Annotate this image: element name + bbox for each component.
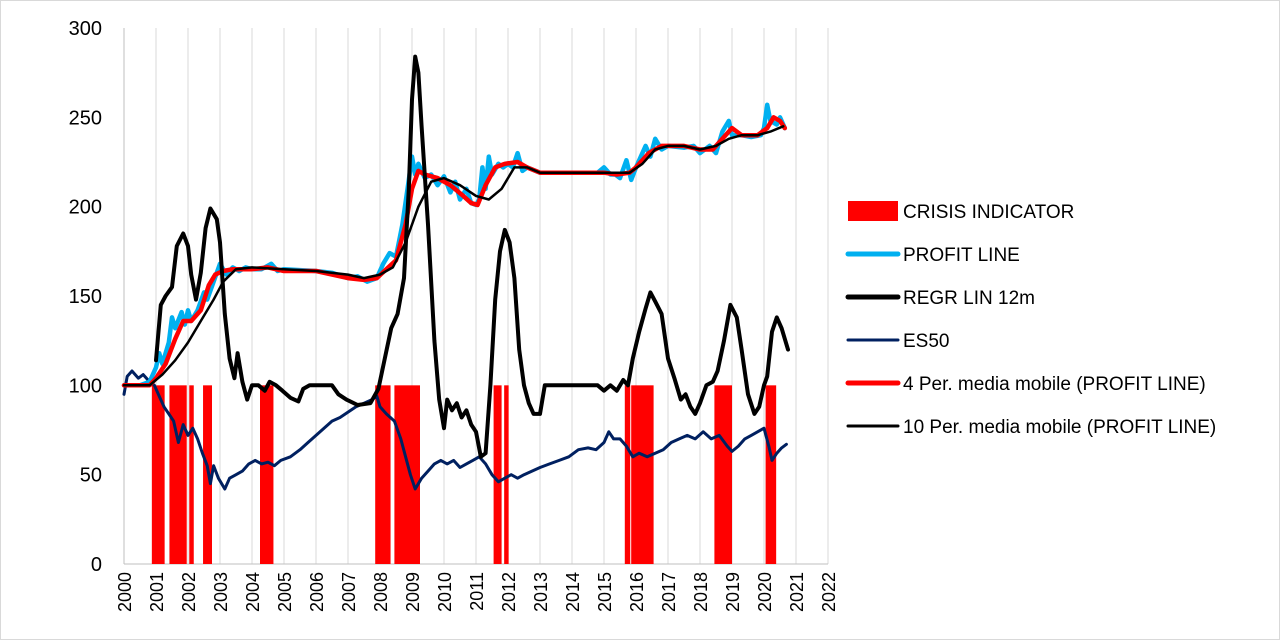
x-tick-label: 2005 <box>275 572 295 612</box>
y-axis-ticks: 0 50 100 150 200 250 300 <box>69 18 102 576</box>
legend-swatch-crisis <box>848 201 898 221</box>
legend: CRISIS INDICATOR PROFIT LINE REGR LIN 12m E… <box>845 201 1216 438</box>
x-tick-label: 2006 <box>307 572 327 612</box>
y-tick-label: 150 <box>69 286 102 308</box>
x-tick-label: 2014 <box>563 572 583 612</box>
legend-label-crisis: CRISIS INDICATOR <box>903 202 1074 223</box>
x-tick-label: 2015 <box>595 572 615 612</box>
ma4-line <box>121 115 788 388</box>
regr-line <box>154 54 790 459</box>
ma10-line <box>122 125 785 387</box>
x-tick-label: 2017 <box>659 572 679 612</box>
y-tick-label: 0 <box>91 554 102 576</box>
y-tick-label: 250 <box>69 107 102 129</box>
x-tick-label: 2002 <box>179 572 199 612</box>
legend-label-profit_line: PROFIT LINE <box>903 245 1020 266</box>
x-axis-ticks: 2000 2001 2002 2003 2004 2005 2006 2007 2008 2009… <box>115 572 839 612</box>
x-tick-label: 2011 <box>467 572 487 611</box>
crisis-bar <box>714 385 732 564</box>
y-tick-label: 200 <box>69 197 102 219</box>
x-tick-label: 2012 <box>499 572 519 612</box>
crisis-bar <box>375 385 391 564</box>
x-tick-label: 2020 <box>755 572 775 612</box>
x-tick-label: 2016 <box>627 572 647 612</box>
crisis-bar <box>504 385 509 564</box>
crisis-bar <box>189 385 194 564</box>
crisis-bar <box>624 385 631 564</box>
x-tick-label: 2021 <box>787 572 807 612</box>
legend-label-ma10: 10 Per. media mobile (PROFIT LINE) <box>903 417 1216 438</box>
legend-label-ma4: 4 Per. media mobile (PROFIT LINE) <box>903 374 1206 395</box>
es50-line <box>122 369 788 491</box>
y-tick-label: 50 <box>80 465 102 487</box>
legend-label-regr: REGR LIN 12m <box>903 288 1035 309</box>
x-tick-label: 2001 <box>147 572 167 612</box>
x-tick-label: 2022 <box>819 572 839 612</box>
x-tick-label: 2010 <box>435 572 455 612</box>
x-tick-label: 2009 <box>403 572 423 612</box>
crisis-bar <box>493 385 502 564</box>
y-tick-label: 300 <box>69 18 102 40</box>
axes <box>123 28 828 565</box>
crisis-bar <box>631 385 654 564</box>
crisis-bar <box>394 385 420 564</box>
crisis-bar <box>151 385 165 564</box>
legend-label-es50: ES50 <box>903 331 949 352</box>
crisis-bar <box>169 385 187 564</box>
x-tick-label: 2019 <box>723 572 743 612</box>
x-tick-label: 2004 <box>243 572 263 612</box>
x-tick-label: 2013 <box>531 572 551 612</box>
x-tick-label: 2007 <box>339 572 359 612</box>
x-tick-label: 2003 <box>211 572 231 612</box>
x-tick-label: 2008 <box>371 572 391 612</box>
series-lines <box>121 54 790 491</box>
crisis-bar <box>260 385 274 564</box>
y-tick-label: 100 <box>69 375 102 397</box>
x-tick-label: 2000 <box>115 572 135 612</box>
x-tick-label: 2018 <box>691 572 711 612</box>
crisis-bar <box>765 385 777 564</box>
